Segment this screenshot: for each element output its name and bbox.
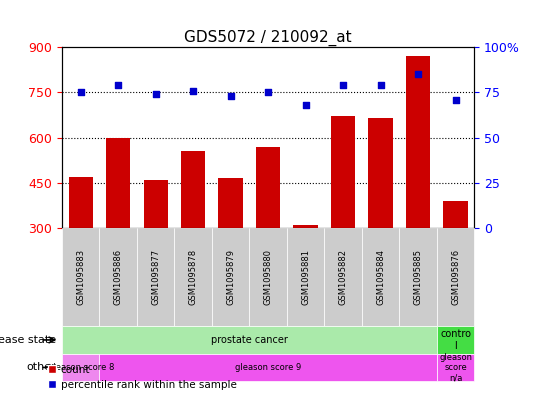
Point [77,89,85,95]
Text: GSM1095883: GSM1095883 [76,249,85,305]
Point [114,82,122,88]
Point [414,71,423,77]
Text: gleason
score
n/a: gleason score n/a [439,353,472,382]
Bar [68,177,93,228]
Point [151,91,160,97]
Text: GSM1095876: GSM1095876 [451,249,460,305]
Bar [331,116,355,228]
Text: gleason score 8: gleason score 8 [47,363,114,372]
Bar [256,147,280,228]
Bar [406,56,430,228]
Point [301,102,310,108]
Bar [369,118,393,228]
Point [376,82,385,88]
Text: other: other [27,362,57,373]
Text: GSM1095886: GSM1095886 [114,249,123,305]
Text: GSM1095885: GSM1095885 [413,249,423,305]
Text: GSM1095879: GSM1095879 [226,249,235,305]
Bar [218,178,243,228]
Point [451,96,460,103]
Point [264,89,273,95]
Text: GSM1095882: GSM1095882 [338,249,348,305]
Text: gleason score 9: gleason score 9 [235,363,301,372]
Point [339,82,348,88]
Legend: count, percentile rank within the sample: count, percentile rank within the sample [49,365,237,390]
Point [189,87,197,94]
Bar [143,180,168,228]
Title: GDS5072 / 210092_at: GDS5072 / 210092_at [184,29,352,46]
Text: contro
l: contro l [440,329,471,351]
Bar [293,225,318,228]
Text: GSM1095877: GSM1095877 [151,249,160,305]
Text: disease state: disease state [0,335,57,345]
Bar [444,201,468,228]
Bar [181,151,205,228]
Bar [106,138,130,228]
Text: GSM1095880: GSM1095880 [264,249,273,305]
Text: GSM1095881: GSM1095881 [301,249,310,305]
Text: prostate cancer: prostate cancer [211,335,288,345]
Text: GSM1095884: GSM1095884 [376,249,385,305]
Text: GSM1095878: GSM1095878 [189,249,198,305]
Point [226,93,235,99]
